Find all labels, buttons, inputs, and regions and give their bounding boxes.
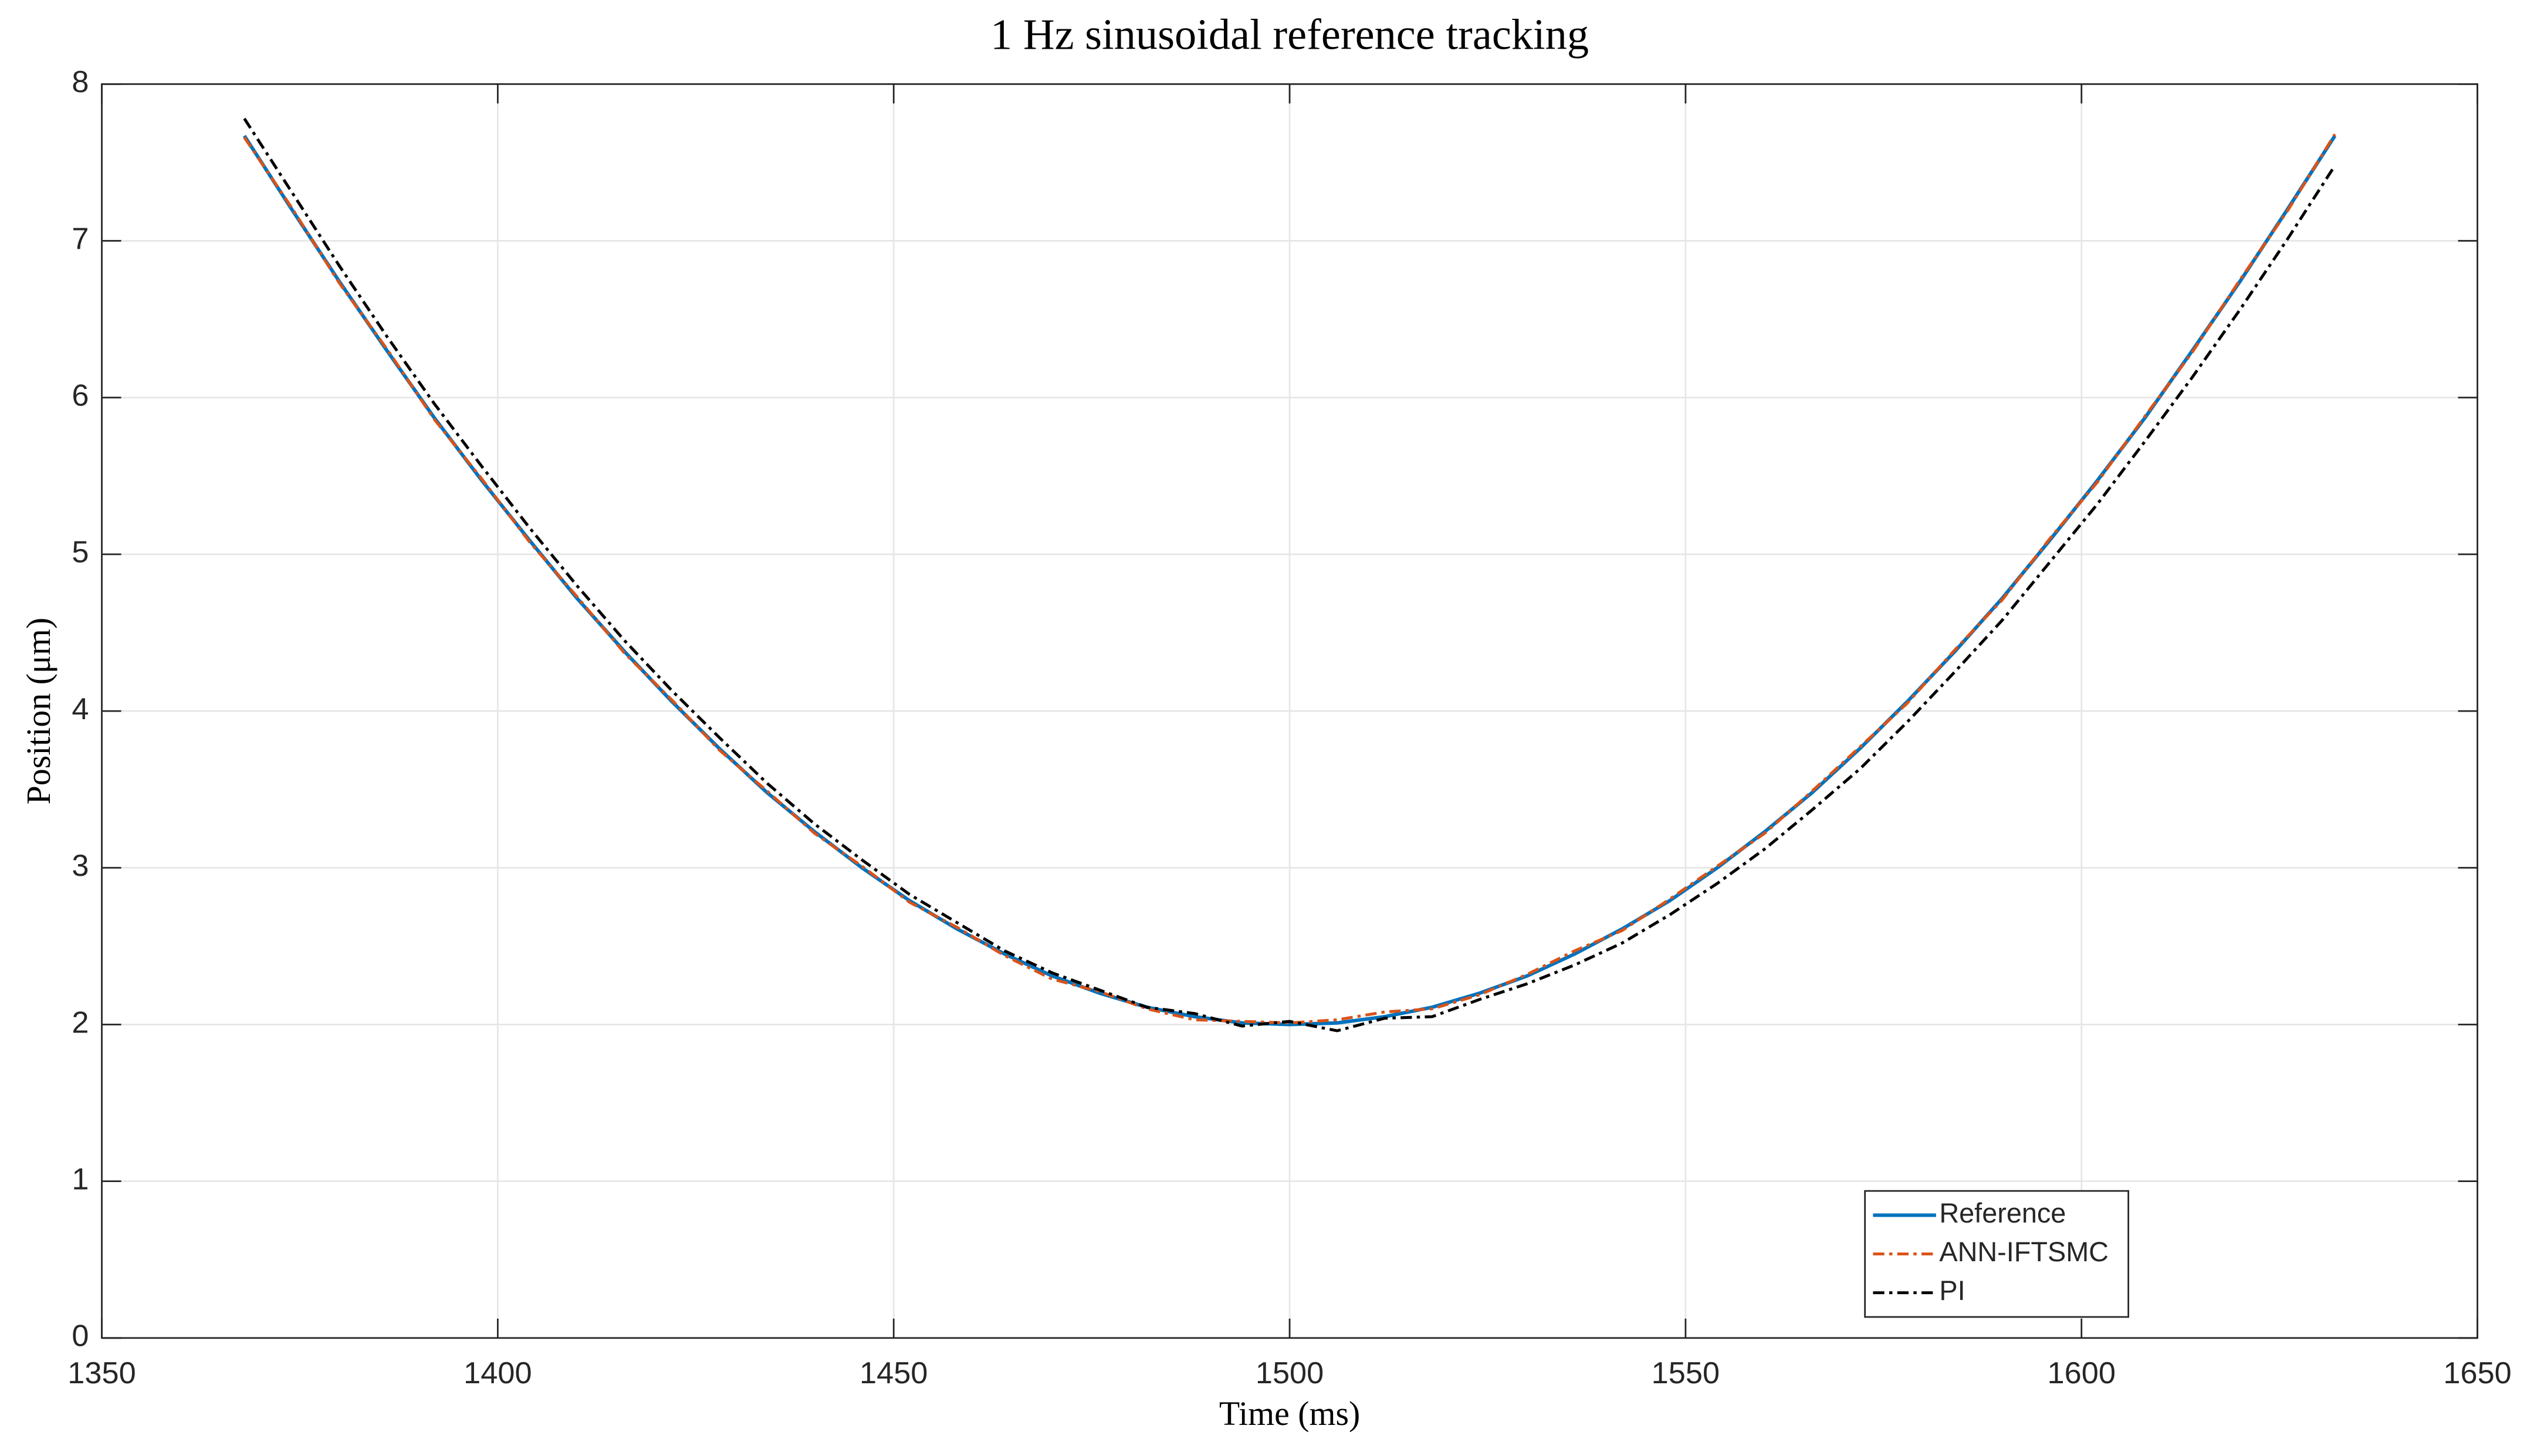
y-axis-label: Position (μm) <box>19 618 57 805</box>
y-tick-label: 3 <box>72 849 89 883</box>
y-tick-label: 4 <box>72 692 89 726</box>
chart-title: 1 Hz sinusoidal reference tracking <box>990 11 1589 59</box>
x-tick-label: 1550 <box>1652 1356 1720 1390</box>
data-line <box>243 133 2336 1025</box>
legend-label: Reference <box>1939 1198 2066 1228</box>
data-line <box>243 117 2336 1032</box>
legend-label: PI <box>1939 1275 1965 1306</box>
x-tick-label: 1350 <box>67 1356 136 1390</box>
y-tick-label: 7 <box>72 222 89 256</box>
y-tick-label: 1 <box>72 1162 89 1196</box>
legend-box <box>1864 1190 2130 1318</box>
x-tick-label: 1450 <box>860 1356 928 1390</box>
y-tick-label: 8 <box>72 65 89 99</box>
x-axis-label: Time (ms) <box>1219 1394 1360 1433</box>
x-tick-label: 1500 <box>1256 1356 1324 1390</box>
x-tick-label: 1650 <box>2443 1356 2511 1390</box>
y-tick-label: 2 <box>72 1005 89 1039</box>
x-tick-label: 1400 <box>464 1356 532 1390</box>
x-tick-label: 1600 <box>2048 1356 2116 1390</box>
y-tick-label: 0 <box>72 1319 89 1353</box>
legend-label: ANN-IFTSMC <box>1939 1237 2109 1267</box>
y-tick-label: 5 <box>72 536 89 570</box>
y-tick-label: 6 <box>72 379 89 413</box>
